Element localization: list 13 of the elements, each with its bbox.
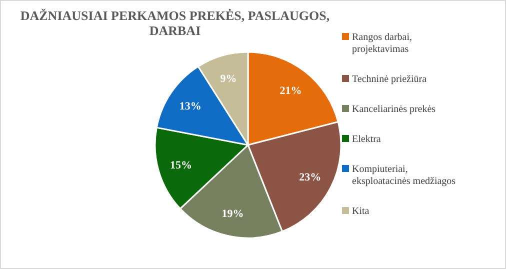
- data-label: 21%: [280, 84, 302, 97]
- legend-label: Kompiuteriai, eksploatacinės medžiagos: [352, 164, 456, 187]
- data-label: 23%: [299, 172, 322, 184]
- legend-label: Rangos darbai, projektavimas: [352, 32, 412, 55]
- data-label: 9%: [220, 72, 237, 85]
- data-label: 19%: [222, 208, 244, 220]
- data-label: 15%: [170, 159, 192, 172]
- legend-label: Kanceliarinės prekės: [352, 104, 436, 115]
- legend-label: Elektra: [352, 134, 382, 145]
- data-label: 13%: [179, 100, 202, 113]
- legend-label: Kita: [352, 206, 370, 217]
- legend-label: Techninė priežiūra: [352, 74, 428, 85]
- chart-title: DAŽNIAUSIAI PERKAMOS PREKĖS, PASLAUGOS, DARBAI: [20, 8, 330, 38]
